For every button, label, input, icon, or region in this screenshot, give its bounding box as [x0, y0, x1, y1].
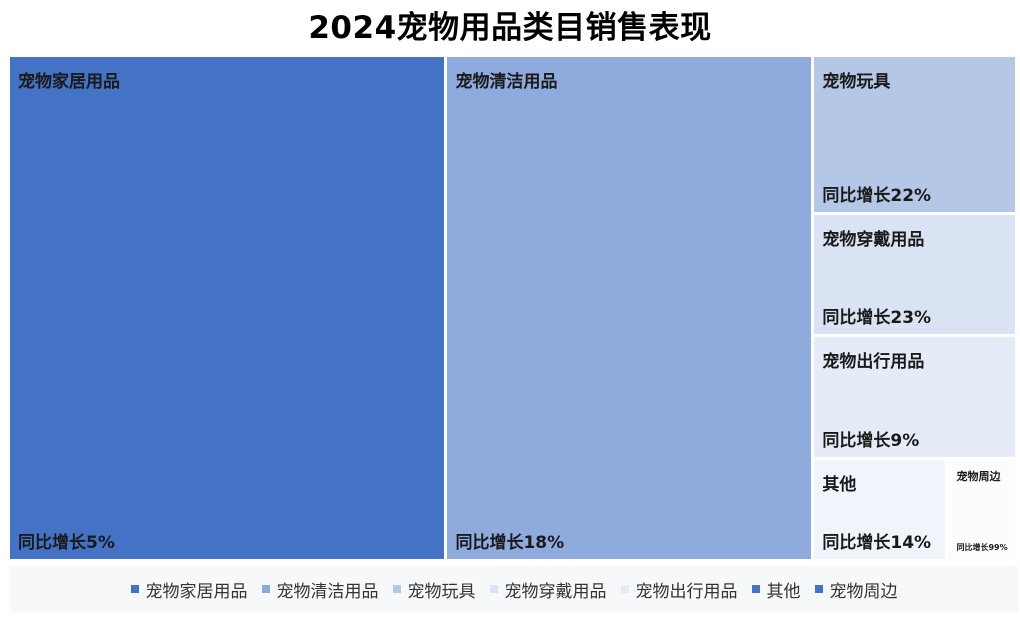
legend-item[interactable]: 宠物玩具: [392, 577, 476, 602]
tile-label: 宠物清洁用品: [455, 72, 558, 92]
tile-growth-label: 同比增长9%: [822, 430, 920, 451]
legend-label: 宠物玩具: [407, 581, 476, 602]
tile-pet-toys[interactable]: 宠物玩具 同比增长22%: [814, 57, 1015, 212]
legend-swatch: [130, 585, 139, 593]
legend-swatch: [814, 585, 823, 593]
tile-pet-travel[interactable]: 宠物出行用品 同比增长9%: [814, 337, 1015, 457]
tile-label: 宠物家居用品: [18, 72, 120, 92]
legend-label: 其他: [766, 581, 801, 602]
legend-item[interactable]: 宠物穿戴用品: [489, 577, 607, 602]
tile-growth-label: 同比增长23%: [822, 308, 932, 328]
tile-pet-cleaning[interactable]: 宠物清洁用品 同比增长18%: [447, 57, 812, 559]
tile-label: 宠物玩具: [822, 72, 891, 92]
legend-swatch: [751, 585, 760, 593]
legend-swatch: [620, 585, 629, 593]
legend-swatch: [392, 585, 401, 593]
treemap: 宠物家居用品 同比增长5% 宠物清洁用品 同比增长18% 宠物玩具 同比增长22…: [10, 57, 1018, 562]
tile-growth-label: 同比增长18%: [455, 533, 565, 553]
tile-other[interactable]: 其他 同比增长14%: [814, 459, 946, 559]
legend-item[interactable]: 宠物周边: [814, 577, 898, 602]
tile-growth-label: 同比增长22%: [822, 185, 932, 206]
tile-growth-label: 同比增长5%: [18, 533, 115, 553]
legend-item[interactable]: 宠物清洁用品: [261, 577, 379, 602]
legend-label: 宠物出行用品: [635, 581, 738, 602]
tile-growth-label: 同比增长14%: [822, 533, 932, 553]
legend-swatch: [489, 585, 498, 593]
legend: 宠物家居用品 宠物清洁用品 宠物玩具 宠物穿戴用品 宠物出行用品 其他 宠物周边: [10, 566, 1018, 612]
tile-pet-merch[interactable]: 宠物周边 同比增长99%: [948, 459, 1015, 559]
legend-label: 宠物清洁用品: [276, 581, 379, 602]
legend-item[interactable]: 宠物家居用品: [130, 577, 248, 602]
tile-label: 宠物周边: [956, 469, 1001, 483]
legend-item[interactable]: 宠物出行用品: [620, 577, 738, 602]
tile-pet-home[interactable]: 宠物家居用品 同比增长5%: [10, 57, 445, 559]
tile-label: 宠物出行用品: [822, 352, 925, 372]
legend-swatch: [261, 585, 270, 593]
legend-item[interactable]: 其他: [751, 577, 801, 602]
legend-label: 宠物周边: [829, 581, 898, 602]
tile-label: 宠物穿戴用品: [822, 229, 925, 250]
tile-label: 其他: [822, 474, 857, 495]
legend-label: 宠物家居用品: [145, 581, 248, 602]
legend-label: 宠物穿戴用品: [504, 581, 607, 602]
tile-pet-wear[interactable]: 宠物穿戴用品 同比增长23%: [814, 214, 1015, 334]
tile-growth-label: 同比增长99%: [956, 543, 1008, 552]
legend-band: 宠物家居用品 宠物清洁用品 宠物玩具 宠物穿戴用品 宠物出行用品 其他 宠物周边: [10, 566, 1018, 612]
chart-title: 2024宠物用品类目销售表现: [308, 10, 712, 46]
